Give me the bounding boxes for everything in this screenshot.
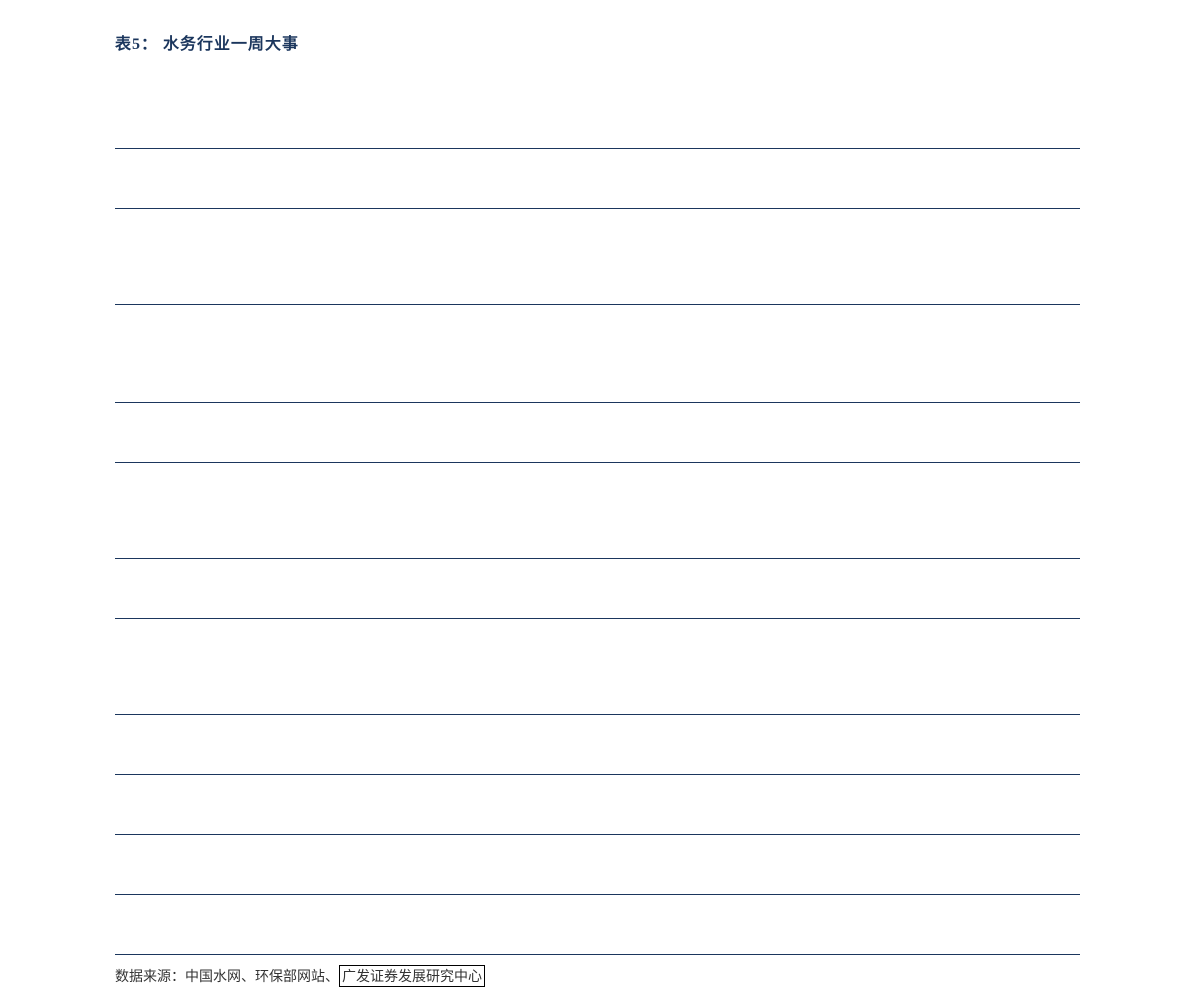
table-title: 表5： 水务行业一周大事 bbox=[115, 30, 1080, 54]
table-row bbox=[115, 149, 1080, 209]
data-source-line: 数据来源：中国水网、环保部网站、广发证券发展研究中心 bbox=[115, 965, 1080, 987]
table-row bbox=[115, 715, 1080, 775]
table-row bbox=[115, 835, 1080, 895]
source-boxed: 广发证券发展研究中心 bbox=[339, 965, 485, 987]
table-title-prefix: 表5： bbox=[115, 36, 158, 53]
source-label: 数据来源： bbox=[115, 970, 185, 985]
document-page: 表5： 水务行业一周大事 数据来源：中国水网、环保部网站、广发证券发展研究中心 bbox=[115, 30, 1080, 987]
source-plain: 中国水网、环保部网站、 bbox=[185, 970, 339, 985]
table-row bbox=[115, 559, 1080, 619]
table-row bbox=[115, 403, 1080, 463]
table-row bbox=[115, 775, 1080, 835]
table-row bbox=[115, 619, 1080, 715]
table-title-text: 水务行业一周大事 bbox=[163, 36, 299, 53]
table-row bbox=[115, 305, 1080, 403]
table-row bbox=[115, 209, 1080, 305]
table-row bbox=[115, 463, 1080, 559]
table-header-row bbox=[115, 94, 1080, 149]
table-body bbox=[115, 94, 1080, 955]
table-row bbox=[115, 895, 1080, 955]
